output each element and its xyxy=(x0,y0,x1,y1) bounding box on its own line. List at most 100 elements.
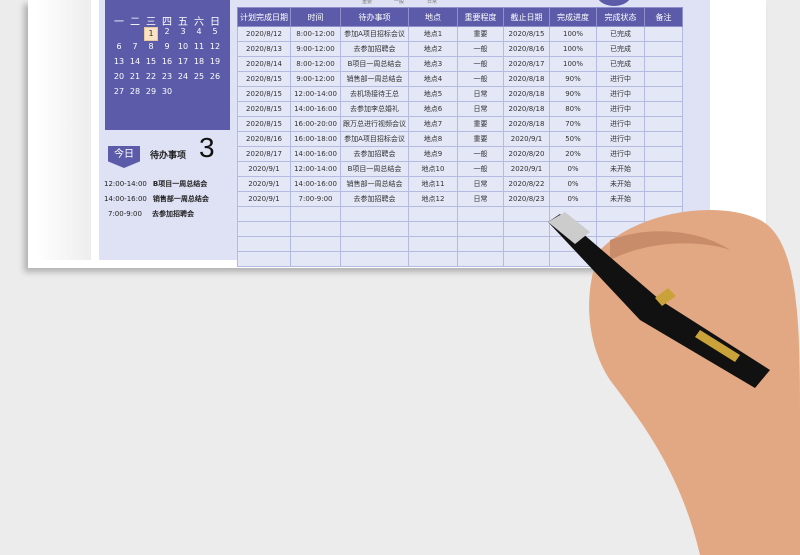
table-cell[interactable]: 销售部一周总结会 xyxy=(340,71,409,87)
table-cell[interactable] xyxy=(503,221,550,237)
table-cell[interactable]: 一般 xyxy=(457,161,504,177)
table-cell[interactable]: 2020/8/18 xyxy=(503,86,550,102)
table-cell[interactable]: 地点6 xyxy=(408,101,458,117)
table-cell[interactable]: 一般 xyxy=(457,71,504,87)
table-cell[interactable]: 100% xyxy=(549,41,597,57)
table-cell[interactable]: 一般 xyxy=(457,146,504,162)
table-cell[interactable]: 地点9 xyxy=(408,146,458,162)
calendar-day[interactable]: 28 xyxy=(129,87,141,96)
table-cell[interactable] xyxy=(290,251,341,267)
table-cell[interactable] xyxy=(644,116,683,132)
table-cell[interactable] xyxy=(408,251,458,267)
table-cell[interactable] xyxy=(408,206,458,222)
table-cell[interactable]: 进行中 xyxy=(596,86,645,102)
table-cell[interactable] xyxy=(644,191,683,207)
table-cell[interactable]: 地点1 xyxy=(408,26,458,42)
table-cell[interactable]: 2020/8/14 xyxy=(237,56,291,72)
calendar-day[interactable]: 29 xyxy=(145,87,157,96)
table-cell[interactable] xyxy=(644,56,683,72)
table-cell[interactable] xyxy=(457,251,504,267)
calendar-day[interactable]: 19 xyxy=(209,57,221,66)
table-cell[interactable]: 8:00-12:00 xyxy=(290,26,341,42)
calendar-day[interactable]: 2 xyxy=(164,27,170,36)
calendar-day[interactable]: 4 xyxy=(196,27,202,36)
calendar-day[interactable]: 24 xyxy=(177,72,189,81)
calendar-day[interactable]: 27 xyxy=(113,87,125,96)
calendar-day[interactable]: 5 xyxy=(212,27,218,36)
table-cell[interactable]: 2020/8/15 xyxy=(237,71,291,87)
calendar-day[interactable]: 8 xyxy=(148,42,154,51)
table-cell[interactable]: 去机场接待王总 xyxy=(340,86,409,102)
table-cell[interactable] xyxy=(340,221,409,237)
table-cell[interactable] xyxy=(644,26,683,42)
table-cell[interactable]: 2020/9/1 xyxy=(237,161,291,177)
table-cell[interactable]: 2020/8/23 xyxy=(503,191,550,207)
table-cell[interactable]: 2020/8/16 xyxy=(503,41,550,57)
table-cell[interactable]: 已完成 xyxy=(596,56,645,72)
table-cell[interactable]: 重要 xyxy=(457,116,504,132)
calendar-day[interactable]: 25 xyxy=(193,72,205,81)
calendar-day[interactable]: 17 xyxy=(177,57,189,66)
calendar-day[interactable]: 3 xyxy=(180,27,186,36)
table-cell[interactable] xyxy=(340,206,409,222)
table-cell[interactable]: 销售部一周总结会 xyxy=(340,176,409,192)
table-cell[interactable]: 2020/9/1 xyxy=(237,191,291,207)
table-cell[interactable]: 70% xyxy=(549,116,597,132)
table-cell[interactable]: 进行中 xyxy=(596,116,645,132)
table-cell[interactable] xyxy=(644,131,683,147)
table-cell[interactable]: 2020/9/1 xyxy=(503,131,550,147)
table-cell[interactable]: 0% xyxy=(549,161,597,177)
calendar-day[interactable]: 16 xyxy=(161,57,173,66)
table-cell[interactable]: B项目一周总结会 xyxy=(340,56,409,72)
table-cell[interactable] xyxy=(503,251,550,267)
table-cell[interactable]: 90% xyxy=(549,86,597,102)
table-cell[interactable]: 未开始 xyxy=(596,161,645,177)
table-cell[interactable] xyxy=(290,236,341,252)
table-cell[interactable]: 2020/8/18 xyxy=(503,71,550,87)
calendar-day[interactable]: 12 xyxy=(209,42,221,51)
table-cell[interactable]: 2020/8/18 xyxy=(503,116,550,132)
calendar-day[interactable]: 9 xyxy=(164,42,170,51)
table-cell[interactable]: 20% xyxy=(549,146,597,162)
table-cell[interactable]: 未开始 xyxy=(596,176,645,192)
calendar-day[interactable]: 11 xyxy=(193,42,205,51)
table-cell[interactable] xyxy=(503,206,550,222)
calendar-day[interactable]: 13 xyxy=(113,57,125,66)
table-cell[interactable] xyxy=(644,41,683,57)
table-cell[interactable] xyxy=(237,221,291,237)
table-cell[interactable] xyxy=(340,236,409,252)
table-cell[interactable]: 跟万总进行视频会议 xyxy=(340,116,409,132)
table-cell[interactable]: 进行中 xyxy=(596,131,645,147)
table-cell[interactable] xyxy=(644,161,683,177)
table-cell[interactable]: 进行中 xyxy=(596,101,645,117)
calendar-day[interactable]: 6 xyxy=(116,42,122,51)
calendar-day[interactable]: 22 xyxy=(145,72,157,81)
calendar-day[interactable]: 15 xyxy=(145,57,157,66)
table-cell[interactable] xyxy=(457,206,504,222)
table-cell[interactable]: 2020/8/17 xyxy=(503,56,550,72)
table-cell[interactable]: 50% xyxy=(549,131,597,147)
table-cell[interactable]: 12:00-14:00 xyxy=(290,161,341,177)
table-cell[interactable]: 一般 xyxy=(457,41,504,57)
table-cell[interactable]: 2020/8/12 xyxy=(237,26,291,42)
calendar-day[interactable]: 10 xyxy=(177,42,189,51)
table-cell[interactable]: 9:00-12:00 xyxy=(290,71,341,87)
calendar-day[interactable]: 30 xyxy=(161,87,173,96)
table-cell[interactable]: 地点4 xyxy=(408,71,458,87)
table-cell[interactable] xyxy=(644,86,683,102)
table-cell[interactable]: 日常 xyxy=(457,176,504,192)
table-cell[interactable]: 2020/8/22 xyxy=(503,176,550,192)
calendar-day[interactable]: 7 xyxy=(132,42,138,51)
calendar-day[interactable]: 23 xyxy=(161,72,173,81)
calendar-day[interactable]: 20 xyxy=(113,72,125,81)
calendar-day[interactable]: 14 xyxy=(129,57,141,66)
table-cell[interactable]: B项目一周总结会 xyxy=(340,161,409,177)
table-cell[interactable]: 16:00-18:00 xyxy=(290,131,341,147)
calendar-day[interactable]: 18 xyxy=(193,57,205,66)
table-cell[interactable]: 地点8 xyxy=(408,131,458,147)
table-cell[interactable]: 重要 xyxy=(457,26,504,42)
table-cell[interactable]: 去参加招聘会 xyxy=(340,146,409,162)
table-cell[interactable]: 地点11 xyxy=(408,176,458,192)
calendar-day[interactable]: 1 xyxy=(144,27,158,41)
calendar-day[interactable]: 21 xyxy=(129,72,141,81)
